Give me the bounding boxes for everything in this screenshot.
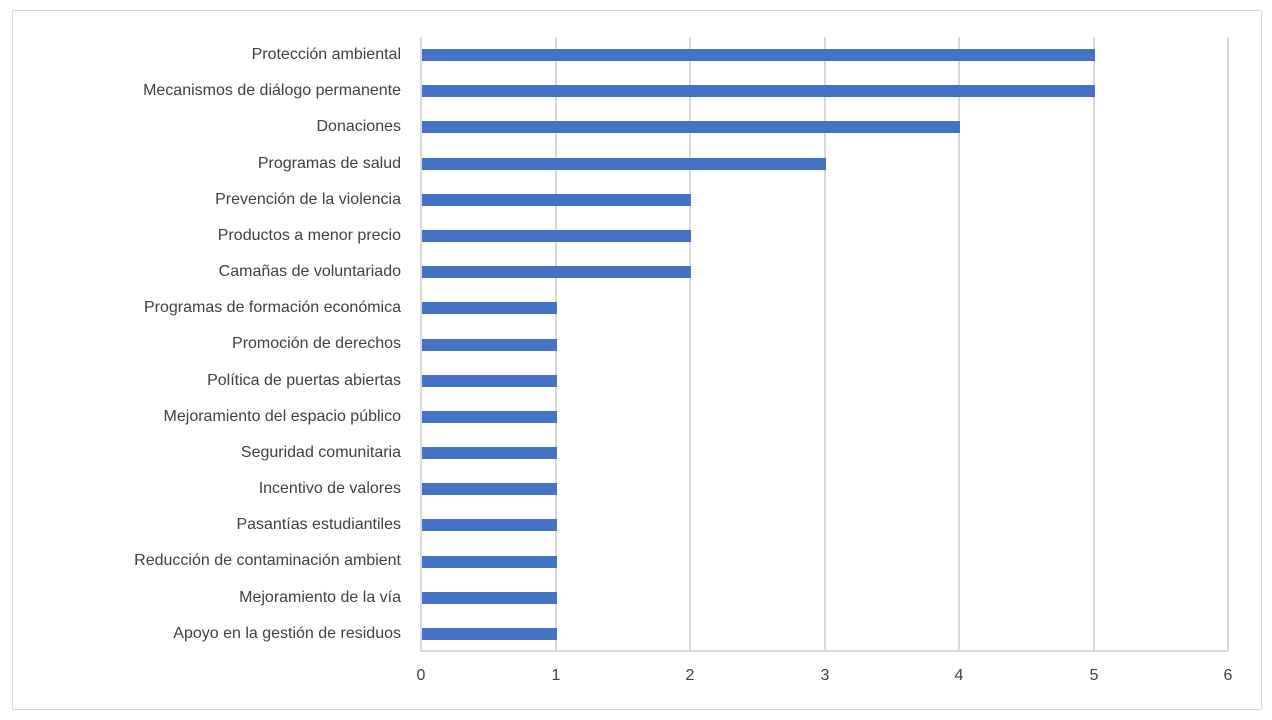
x-tick-label: 1 xyxy=(551,667,561,684)
category-label: Reducción de contaminación ambient xyxy=(134,552,401,569)
category-label: Seguridad comunitaria xyxy=(240,444,401,461)
bar xyxy=(422,85,1095,97)
x-tick-label: 3 xyxy=(820,667,830,684)
x-tick-label: 5 xyxy=(1089,667,1099,684)
bar xyxy=(422,266,691,278)
x-axis-line xyxy=(421,650,1229,652)
bar xyxy=(422,519,557,531)
x-tick-label: 4 xyxy=(954,667,964,684)
plot-area xyxy=(420,37,1229,652)
category-label: Pasantías estudiantiles xyxy=(236,516,401,533)
gridline-x-0 xyxy=(420,37,422,652)
x-tick-label: 2 xyxy=(685,667,695,684)
x-tick-label: 6 xyxy=(1223,667,1233,684)
category-label: Apoyo en la gestión de residuos xyxy=(173,625,401,642)
bar xyxy=(422,194,691,206)
gridline-x-3 xyxy=(824,37,826,652)
bar xyxy=(422,628,557,640)
category-label: Mejoramiento de la vía xyxy=(239,589,401,606)
gridline-x-6 xyxy=(1227,37,1229,652)
bar xyxy=(422,302,557,314)
bar xyxy=(422,411,557,423)
bar xyxy=(422,592,557,604)
x-tick-label: 0 xyxy=(416,667,426,684)
category-label: Incentivo de valores xyxy=(258,480,401,497)
bar xyxy=(422,230,691,242)
category-label: Productos a menor precio xyxy=(217,227,401,244)
category-label: Programas de formación económica xyxy=(143,299,401,316)
category-label: Mecanismos de diálogo permanente xyxy=(143,82,401,99)
gridline-x-2 xyxy=(689,37,691,652)
bar xyxy=(422,158,826,170)
category-label: Programas de salud xyxy=(257,155,401,172)
gridline-x-5 xyxy=(1093,37,1095,652)
gridline-x-4 xyxy=(958,37,960,652)
bar xyxy=(422,121,960,133)
bar xyxy=(422,447,557,459)
category-label: Política de puertas abiertas xyxy=(207,372,401,389)
category-label: Donaciones xyxy=(316,118,402,135)
bar-chart: Protección ambiental Mecanismos de diálog… xyxy=(12,10,1262,710)
bar xyxy=(422,375,557,387)
bar xyxy=(422,483,557,495)
bar xyxy=(422,556,557,568)
category-label: Protección ambiental xyxy=(251,46,401,63)
category-label: Promoción de derechos xyxy=(232,335,401,352)
bar xyxy=(422,49,1095,61)
category-label: Mejoramiento del espacio público xyxy=(163,408,401,425)
bar xyxy=(422,339,557,351)
category-label: Camañas de voluntariado xyxy=(218,263,401,280)
category-label: Prevención de la violencia xyxy=(215,191,401,208)
